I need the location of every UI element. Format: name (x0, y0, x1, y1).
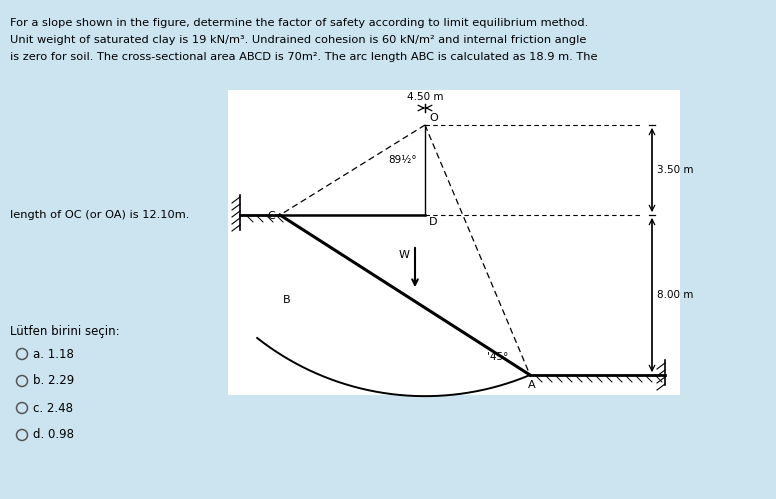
Text: A: A (528, 380, 535, 390)
Text: 4.50 m: 4.50 m (407, 92, 443, 102)
Text: 8.00 m: 8.00 m (657, 290, 694, 300)
Text: B: B (282, 295, 290, 305)
Text: D: D (429, 217, 438, 227)
Text: '45°: '45° (487, 352, 509, 362)
Text: For a slope shown in the figure, determine the factor of safety according to lim: For a slope shown in the figure, determi… (10, 18, 588, 28)
Bar (228, 90, 680, 395)
Text: b. 2.29: b. 2.29 (33, 375, 74, 388)
Text: Unit weight of saturated clay is 19 kN/m³. Undrained cohesion is 60 kN/m² and in: Unit weight of saturated clay is 19 kN/m… (10, 35, 587, 45)
Text: 3.50 m: 3.50 m (657, 165, 694, 175)
Text: d. 0.98: d. 0.98 (33, 429, 74, 442)
Text: O: O (429, 113, 438, 123)
Text: is zero for soil. The cross-sectional area ABCD is 70m². The arc length ABC is c: is zero for soil. The cross-sectional ar… (10, 52, 598, 62)
Text: Lütfen birini seçin:: Lütfen birini seçin: (10, 325, 120, 338)
Text: C: C (267, 211, 275, 221)
Text: 89½°: 89½° (389, 155, 417, 165)
Text: a. 1.18: a. 1.18 (33, 347, 74, 360)
Text: c. 2.48: c. 2.48 (33, 402, 73, 415)
Text: W: W (399, 250, 410, 260)
Text: length of OC (or OA) is 12.10m.: length of OC (or OA) is 12.10m. (10, 210, 189, 220)
